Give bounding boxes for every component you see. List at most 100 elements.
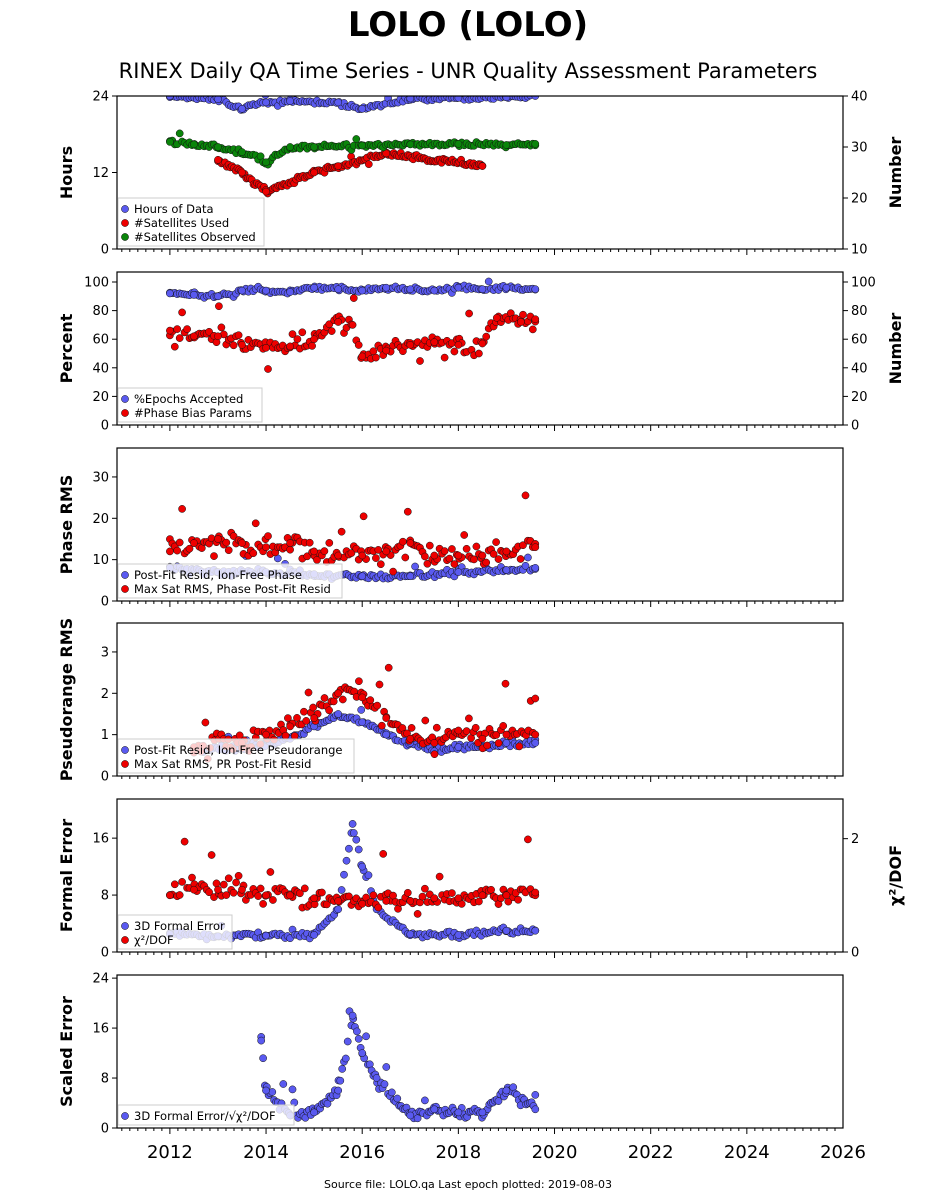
data-point xyxy=(372,554,380,562)
data-point xyxy=(403,507,412,516)
data-point xyxy=(262,158,270,167)
data-point xyxy=(262,543,270,552)
data-point xyxy=(298,328,307,337)
data-point xyxy=(531,739,540,747)
data-point xyxy=(531,1105,540,1114)
figure-subtitle: RINEX Daily QA Time Series - UNR Quality… xyxy=(119,59,818,83)
data-point xyxy=(166,289,174,298)
data-point xyxy=(364,871,373,880)
data-point xyxy=(334,897,343,905)
data-point xyxy=(342,856,351,865)
data-point xyxy=(229,888,238,897)
data-point xyxy=(251,519,260,528)
y2-ticks: 02 xyxy=(843,832,859,961)
data-point xyxy=(219,880,228,889)
y-axis-label: Scaled Error xyxy=(57,996,76,1107)
data-point xyxy=(214,332,222,341)
data-point xyxy=(376,560,385,569)
data-point xyxy=(382,283,391,292)
series-3-points xyxy=(166,129,540,169)
legend-marker xyxy=(121,571,129,579)
data-point xyxy=(190,539,198,547)
data-point xyxy=(310,1108,318,1117)
legend: Post-Fit Resid, Ion-Free PseudorangeMax … xyxy=(117,738,355,774)
legend-box xyxy=(117,738,355,774)
data-point xyxy=(190,885,198,894)
data-point xyxy=(214,143,222,151)
data-point xyxy=(166,547,174,556)
legend: 3D Formal Error/√χ²/DOF xyxy=(117,1104,295,1126)
data-point xyxy=(358,899,367,908)
data-point xyxy=(524,835,532,844)
data-point xyxy=(519,310,527,319)
data-point xyxy=(384,663,393,672)
data-point xyxy=(372,1074,381,1082)
y-tick-label: 12 xyxy=(92,166,109,181)
data-point xyxy=(406,734,415,743)
data-point xyxy=(338,695,347,704)
legend-label: %Epochs Accepted xyxy=(134,392,243,406)
data-point xyxy=(471,723,480,732)
y2-tick-label: 0 xyxy=(851,419,859,434)
data-point xyxy=(382,346,391,355)
data-point xyxy=(304,688,313,697)
data-point xyxy=(264,365,272,373)
data-point xyxy=(531,315,540,324)
data-point xyxy=(524,553,532,562)
y2-ticks: 0 20 40 60 80 100 xyxy=(843,276,876,434)
data-point xyxy=(430,286,439,295)
scatter-points xyxy=(166,820,540,944)
data-point xyxy=(375,680,384,689)
data-point xyxy=(286,288,294,296)
data-point xyxy=(502,891,511,900)
data-point xyxy=(494,739,503,747)
source-footer: Source file: LOLO.qa Last epoch plotted:… xyxy=(324,1178,612,1191)
legend-marker xyxy=(121,409,129,417)
data-point xyxy=(382,714,391,722)
data-point xyxy=(288,330,297,338)
y2-tick-label: 30 xyxy=(851,141,868,156)
y-axis-label: Pseudorange RMS xyxy=(57,618,76,781)
data-point xyxy=(262,286,270,295)
data-point xyxy=(450,347,459,356)
data-point xyxy=(430,894,439,903)
legend-box xyxy=(117,387,263,423)
data-point xyxy=(465,714,473,723)
data-point xyxy=(238,286,246,295)
data-point xyxy=(261,96,270,99)
y-ticks: 0 12 24 xyxy=(92,90,117,258)
data-point xyxy=(190,291,198,299)
data-point xyxy=(421,884,429,893)
data-point xyxy=(413,910,422,918)
x-ticks xyxy=(121,601,836,607)
data-point xyxy=(435,872,444,881)
data-point xyxy=(531,888,540,897)
data-point xyxy=(373,701,382,710)
data-point xyxy=(358,352,367,361)
legend-label: Post-Fit Resid, Ion-Free Pseudorange xyxy=(134,743,342,757)
data-point xyxy=(262,1086,270,1095)
data-point xyxy=(334,162,343,170)
data-point xyxy=(286,539,294,547)
legend-box xyxy=(117,197,265,247)
legend-box xyxy=(117,563,343,599)
data-point xyxy=(482,558,491,567)
data-point xyxy=(264,532,272,540)
data-point xyxy=(516,555,525,563)
data-point xyxy=(457,900,466,908)
legend-label: Max Sat RMS, PR Post-Fit Resid xyxy=(134,757,311,771)
data-point xyxy=(310,143,318,151)
data-point xyxy=(175,334,184,342)
data-point xyxy=(406,897,415,905)
y2-tick-label: 0 xyxy=(851,946,859,961)
data-point xyxy=(262,98,270,107)
data-point xyxy=(389,567,397,576)
data-point xyxy=(320,547,329,555)
data-point xyxy=(281,731,290,740)
data-point xyxy=(425,541,434,550)
data-point xyxy=(222,538,231,547)
data-point xyxy=(175,129,184,138)
y2-tick-label: 60 xyxy=(851,333,868,348)
